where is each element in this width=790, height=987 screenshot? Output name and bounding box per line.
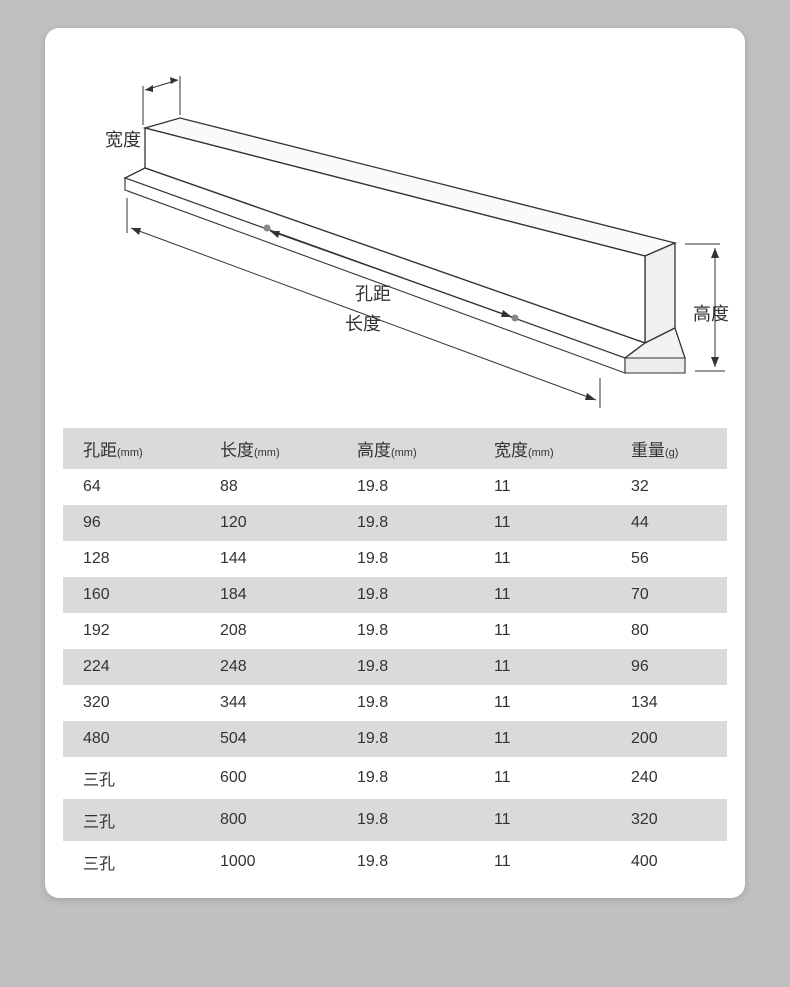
label-hole: 孔距 bbox=[355, 280, 391, 306]
col-header: 长度(mm) bbox=[200, 428, 337, 469]
cell: 600 bbox=[200, 757, 337, 799]
cell: 11 bbox=[474, 613, 611, 649]
cell: 134 bbox=[611, 685, 727, 721]
col-unit: (mm) bbox=[391, 447, 417, 459]
cell: 11 bbox=[474, 649, 611, 685]
cell: 248 bbox=[200, 649, 337, 685]
table-row: 19220819.81180 bbox=[63, 613, 727, 649]
col-unit: (g) bbox=[665, 447, 678, 459]
col-header: 高度(mm) bbox=[337, 428, 474, 469]
cell: 19.8 bbox=[337, 469, 474, 505]
cell: 504 bbox=[200, 721, 337, 757]
cell: 320 bbox=[611, 799, 727, 841]
cell: 三孔 bbox=[63, 841, 200, 883]
cell: 11 bbox=[474, 577, 611, 613]
spec-table-body: 648819.81132 9612019.81144 12814419.8115… bbox=[63, 469, 727, 883]
table-row: 三孔60019.811240 bbox=[63, 757, 727, 799]
col-header: 重量(g) bbox=[611, 428, 727, 469]
table-row: 32034419.811134 bbox=[63, 685, 727, 721]
spec-table-head: 孔距(mm) 长度(mm) 高度(mm) 宽度(mm) 重量(g) bbox=[63, 428, 727, 469]
cell: 11 bbox=[474, 685, 611, 721]
cell: 120 bbox=[200, 505, 337, 541]
label-width: 宽度 bbox=[105, 126, 141, 152]
cell: 128 bbox=[63, 541, 200, 577]
cell: 96 bbox=[611, 649, 727, 685]
table-row: 648819.81132 bbox=[63, 469, 727, 505]
cell: 480 bbox=[63, 721, 200, 757]
cell: 192 bbox=[63, 613, 200, 649]
diagram-area: 宽度 孔距 长度 高度 bbox=[45, 28, 745, 428]
cell: 80 bbox=[611, 613, 727, 649]
table-row: 22424819.81196 bbox=[63, 649, 727, 685]
cell: 19.8 bbox=[337, 541, 474, 577]
cell: 800 bbox=[200, 799, 337, 841]
cell: 19.8 bbox=[337, 757, 474, 799]
cell: 344 bbox=[200, 685, 337, 721]
table-row: 三孔100019.811400 bbox=[63, 841, 727, 883]
label-height: 高度 bbox=[693, 300, 729, 326]
cell: 88 bbox=[200, 469, 337, 505]
col-label: 重量 bbox=[631, 441, 665, 460]
col-label: 高度 bbox=[357, 441, 391, 460]
cell: 三孔 bbox=[63, 799, 200, 841]
label-length: 长度 bbox=[345, 310, 381, 336]
cell: 70 bbox=[611, 577, 727, 613]
table-row: 三孔80019.811320 bbox=[63, 799, 727, 841]
cell: 11 bbox=[474, 505, 611, 541]
cell: 184 bbox=[200, 577, 337, 613]
col-header: 宽度(mm) bbox=[474, 428, 611, 469]
cell: 19.8 bbox=[337, 505, 474, 541]
cell: 240 bbox=[611, 757, 727, 799]
handle-diagram-svg bbox=[45, 28, 745, 428]
cell: 320 bbox=[63, 685, 200, 721]
cell: 1000 bbox=[200, 841, 337, 883]
spec-table-area: 孔距(mm) 长度(mm) 高度(mm) 宽度(mm) 重量(g) 648819… bbox=[45, 428, 745, 883]
table-row: 9612019.81144 bbox=[63, 505, 727, 541]
col-label: 长度 bbox=[220, 441, 254, 460]
col-header: 孔距(mm) bbox=[63, 428, 200, 469]
col-unit: (mm) bbox=[254, 447, 280, 459]
col-label: 孔距 bbox=[83, 441, 117, 460]
cell: 200 bbox=[611, 721, 727, 757]
cell: 11 bbox=[474, 841, 611, 883]
col-unit: (mm) bbox=[117, 447, 143, 459]
cell: 19.8 bbox=[337, 685, 474, 721]
cell: 19.8 bbox=[337, 649, 474, 685]
cell: 11 bbox=[474, 721, 611, 757]
cell: 19.8 bbox=[337, 613, 474, 649]
cell: 96 bbox=[63, 505, 200, 541]
table-row: 16018419.81170 bbox=[63, 577, 727, 613]
cell: 208 bbox=[200, 613, 337, 649]
cell: 144 bbox=[200, 541, 337, 577]
cell: 32 bbox=[611, 469, 727, 505]
cell: 11 bbox=[474, 799, 611, 841]
cell: 11 bbox=[474, 469, 611, 505]
cell: 19.8 bbox=[337, 841, 474, 883]
cell: 64 bbox=[63, 469, 200, 505]
table-row: 48050419.811200 bbox=[63, 721, 727, 757]
cell: 56 bbox=[611, 541, 727, 577]
cell: 19.8 bbox=[337, 721, 474, 757]
cell: 三孔 bbox=[63, 757, 200, 799]
cell: 44 bbox=[611, 505, 727, 541]
cell: 160 bbox=[63, 577, 200, 613]
table-row: 12814419.81156 bbox=[63, 541, 727, 577]
cell: 400 bbox=[611, 841, 727, 883]
spec-table: 孔距(mm) 长度(mm) 高度(mm) 宽度(mm) 重量(g) 648819… bbox=[63, 428, 727, 883]
col-unit: (mm) bbox=[528, 447, 554, 459]
cell: 19.8 bbox=[337, 799, 474, 841]
cell: 11 bbox=[474, 541, 611, 577]
spec-card: 宽度 孔距 长度 高度 孔距(mm) 长度(mm) 高度(mm) 宽度(mm) … bbox=[45, 28, 745, 898]
cell: 11 bbox=[474, 757, 611, 799]
col-label: 宽度 bbox=[494, 441, 528, 460]
cell: 224 bbox=[63, 649, 200, 685]
cell: 19.8 bbox=[337, 577, 474, 613]
